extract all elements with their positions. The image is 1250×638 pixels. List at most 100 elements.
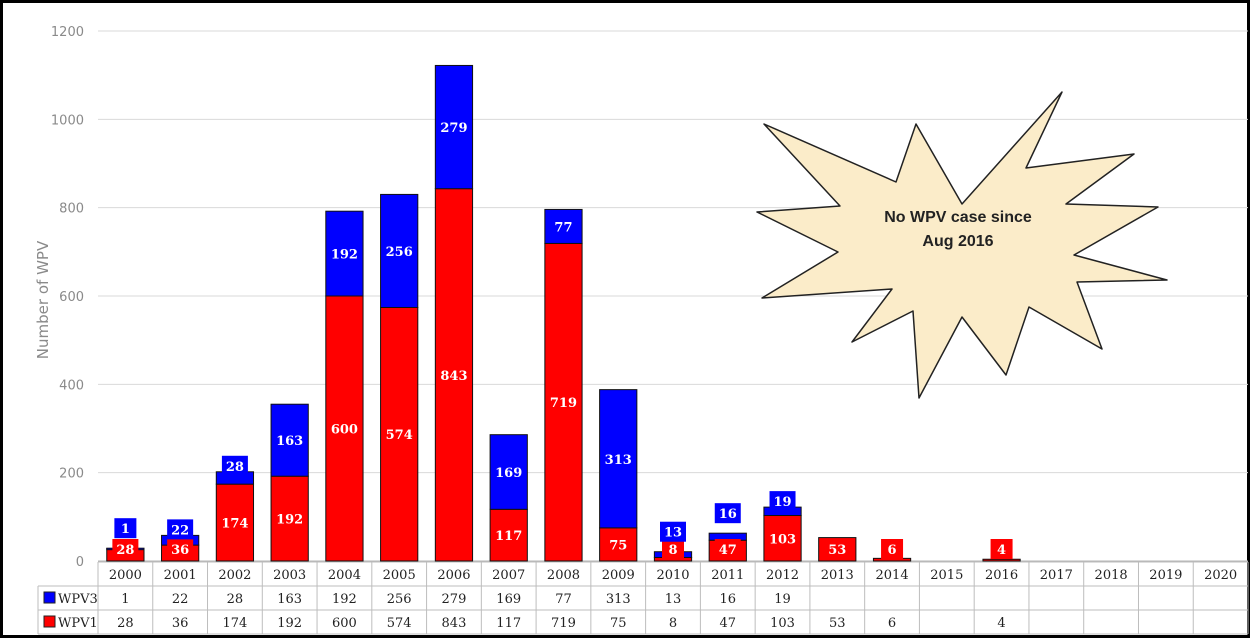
wpv1-value-label-box bbox=[824, 539, 851, 559]
table-cell-wpv1: 192 bbox=[277, 616, 302, 631]
wpv3-value-label-box bbox=[167, 519, 194, 540]
table-cell-wpv1: 8 bbox=[669, 616, 677, 631]
table-cell-wpv1: 47 bbox=[719, 616, 736, 631]
y-tick-label: 800 bbox=[59, 202, 84, 217]
wpv3-value-label: 28 bbox=[226, 460, 244, 475]
table-cell-wpv1: 75 bbox=[610, 616, 627, 631]
x-tick-label: 2018 bbox=[1095, 568, 1128, 583]
wpv3-value-label: 169 bbox=[495, 466, 522, 481]
wpv3-value-label: 192 bbox=[331, 248, 358, 263]
table-cell-wpv3: 1 bbox=[121, 592, 129, 607]
wpv3-value-label-box bbox=[114, 518, 137, 539]
x-tick-label: 2016 bbox=[985, 568, 1018, 583]
table-cell-wpv3: 192 bbox=[332, 592, 357, 607]
wpv3-value-label-box bbox=[714, 503, 741, 524]
table-cell-wpv1: 4 bbox=[997, 616, 1005, 631]
x-tick-label: 2019 bbox=[1149, 568, 1182, 583]
table-cell-wpv1: 103 bbox=[770, 616, 795, 631]
table-cell-wpv3: 77 bbox=[555, 592, 572, 607]
wpv3-value-label: 163 bbox=[276, 434, 303, 449]
x-tick-label: 2008 bbox=[547, 568, 580, 583]
table-cell-wpv1: 6 bbox=[888, 616, 896, 631]
y-axis-label: Number of WPV bbox=[34, 240, 52, 359]
table-cell-wpv3: 16 bbox=[719, 592, 736, 607]
wpv3-value-label: 313 bbox=[605, 453, 632, 468]
wpv3-value-label: 1 bbox=[121, 522, 130, 537]
table-cell-wpv3: 279 bbox=[442, 592, 467, 607]
wpv1-value-label: 103 bbox=[769, 532, 796, 547]
wpv3-value-label-box bbox=[769, 491, 796, 512]
table-cell-wpv1: 53 bbox=[829, 616, 846, 631]
table-cell-wpv3: 313 bbox=[606, 592, 631, 607]
bar-wpv3 bbox=[434, 64, 474, 190]
wpv1-value-label-box bbox=[714, 539, 741, 559]
table-cell-wpv3: 169 bbox=[496, 592, 521, 607]
wpv1-value-label-box bbox=[881, 539, 904, 559]
starburst-shape bbox=[756, 91, 1168, 399]
y-tick-label: 1000 bbox=[51, 113, 84, 128]
x-tick-label: 2009 bbox=[602, 568, 635, 583]
bar-wpv3 bbox=[380, 193, 419, 308]
x-tick-label: 2013 bbox=[821, 568, 854, 583]
y-tick-label: 600 bbox=[59, 290, 84, 305]
legend-swatch-wpv3 bbox=[43, 591, 56, 604]
x-tick-label: 2007 bbox=[492, 568, 525, 583]
bar-wpv3 bbox=[270, 403, 309, 477]
y-tick-labels: 0 200 400 600 800 1000 1200 bbox=[51, 25, 84, 570]
wpv1-value-label-box bbox=[167, 539, 194, 559]
x-tick-label: 2002 bbox=[218, 568, 251, 583]
wpv1-value-label: 75 bbox=[609, 538, 627, 553]
wpv1-value-label: 4 bbox=[997, 543, 1006, 558]
x-tick-label: 2014 bbox=[876, 568, 909, 583]
wpv1-value-label: 47 bbox=[719, 543, 737, 558]
wpv3-value-label-box bbox=[221, 455, 248, 476]
table-cell-wpv1: 843 bbox=[442, 616, 467, 631]
wpv1-value-label-box bbox=[990, 539, 1013, 559]
table-cell-wpv3: 28 bbox=[227, 592, 244, 607]
table-cell-wpv1: 574 bbox=[387, 616, 412, 631]
wpv3-value-label-box bbox=[660, 521, 686, 542]
x-tick-label: 2012 bbox=[766, 568, 799, 583]
callout-starburst: No WPV case since Aug 2016 bbox=[756, 91, 1168, 399]
wpv3-value-label: 279 bbox=[440, 121, 467, 136]
wpv1-value-label: 843 bbox=[440, 369, 467, 384]
bar-wpv1 bbox=[489, 508, 528, 562]
data-table: 2000 2001 2002 2003 2004 2005 2006 2007 2008 2009… bbox=[37, 561, 1249, 635]
table-cell-wpv3: 13 bbox=[665, 592, 682, 607]
callout-text: No WPV case since Aug 2016 bbox=[884, 209, 1032, 250]
legend-label-wpv1: WPV1 bbox=[58, 616, 98, 631]
x-tick-label: 2003 bbox=[273, 568, 306, 583]
legend-swatch-wpv1 bbox=[43, 615, 56, 628]
table-cell-wpv1: 28 bbox=[117, 616, 134, 631]
x-tick-label: 2015 bbox=[930, 568, 963, 583]
wpv1-value-label-box bbox=[662, 539, 684, 559]
wpv1-value-label: 36 bbox=[171, 543, 189, 558]
table-cell-wpv1: 36 bbox=[172, 616, 189, 631]
x-tick-label: 2011 bbox=[711, 568, 744, 583]
table-cell-wpv3: 256 bbox=[387, 592, 412, 607]
wpv1-value-label: 174 bbox=[221, 517, 248, 532]
x-tick-label: 2000 bbox=[109, 568, 142, 583]
table-cell-wpv3: 22 bbox=[172, 592, 189, 607]
wpv1-value-label: 600 bbox=[331, 423, 358, 438]
bar-wpv3 bbox=[489, 434, 528, 510]
bar-wpv3 bbox=[325, 210, 364, 297]
x-tick-label: 2020 bbox=[1204, 568, 1237, 583]
x-tick-label: 2005 bbox=[383, 568, 416, 583]
wpv3-value-label: 16 bbox=[719, 507, 737, 522]
table-cell-wpv1: 174 bbox=[222, 616, 247, 631]
x-tick-label: 2006 bbox=[437, 568, 470, 583]
wpv3-value-label: 22 bbox=[171, 523, 189, 538]
bar-wpv1 bbox=[380, 306, 419, 562]
x-tick-label: 2017 bbox=[1040, 568, 1073, 583]
wpv1-value-label: 719 bbox=[550, 396, 577, 411]
wpv1-value-label-box bbox=[112, 539, 139, 559]
y-tick-label: 0 bbox=[76, 555, 84, 570]
wpv1-value-label: 6 bbox=[888, 543, 897, 558]
wpv1-value-label: 8 bbox=[668, 543, 677, 558]
table-cell-wpv1: 600 bbox=[332, 616, 357, 631]
x-tick-label: 2001 bbox=[164, 568, 197, 583]
